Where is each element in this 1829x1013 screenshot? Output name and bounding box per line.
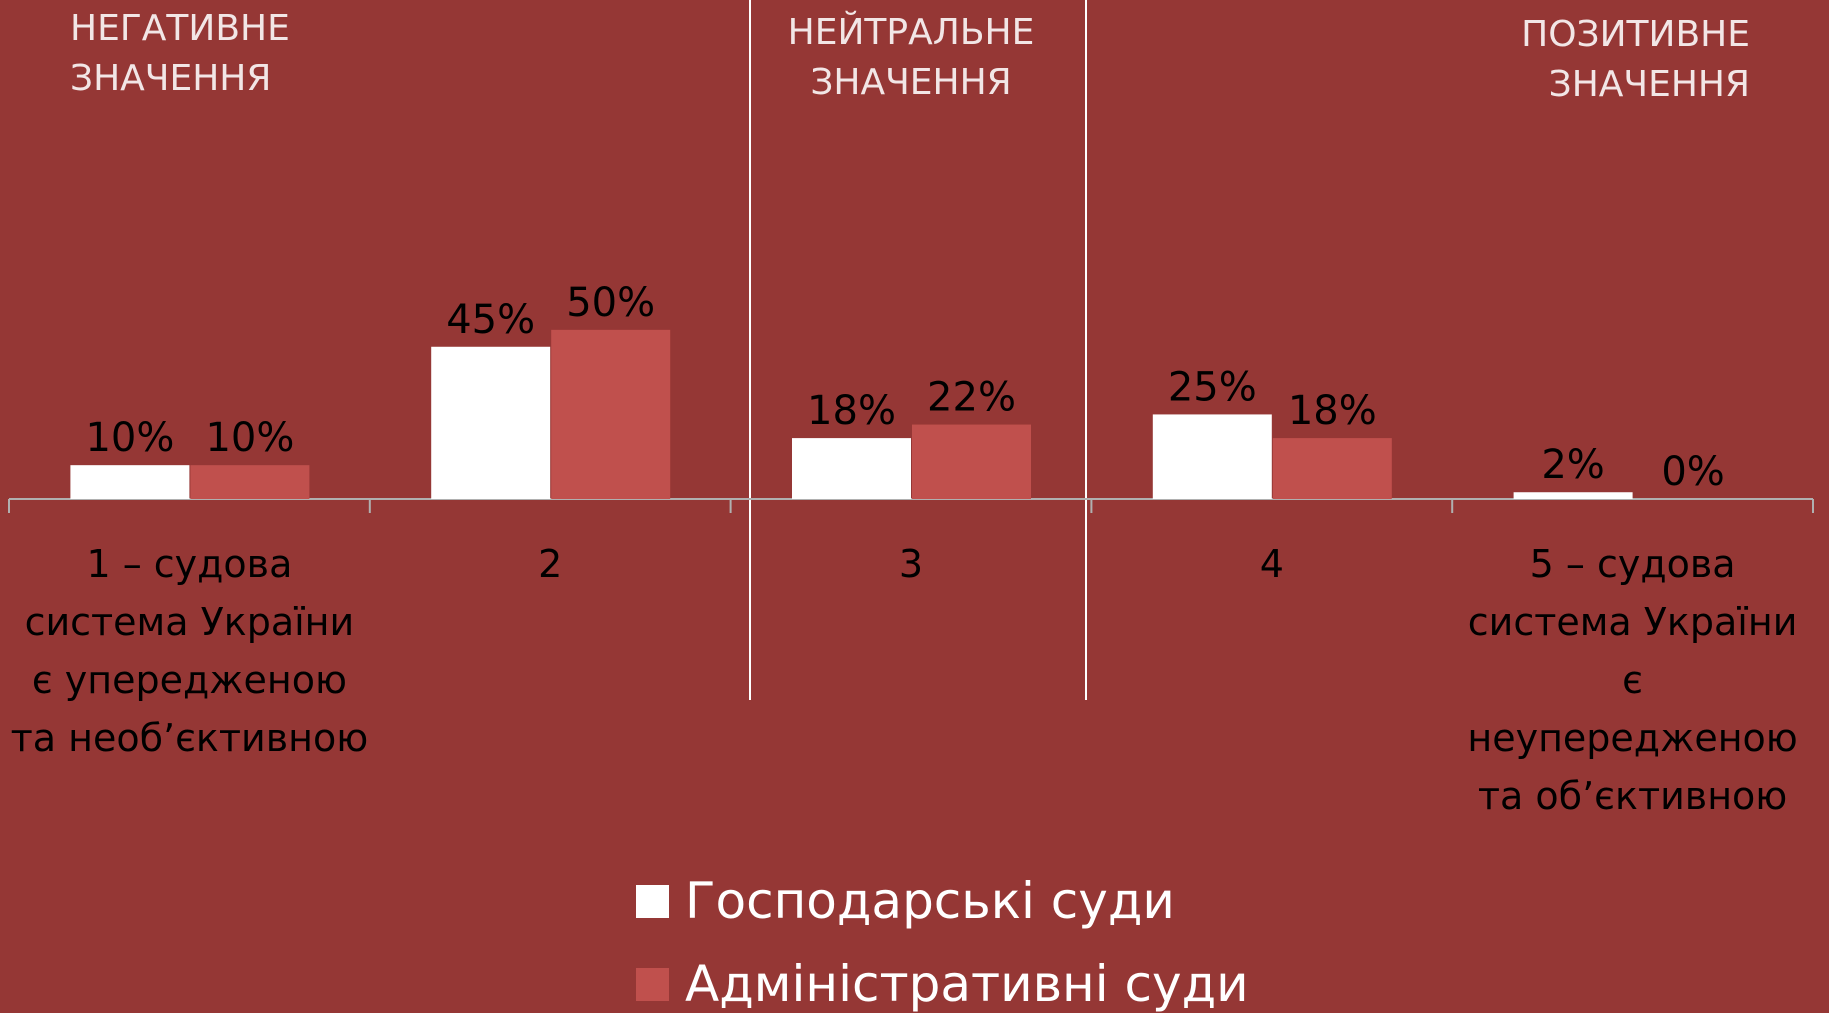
legend-item: Господарські суди [636,872,1175,930]
bar [792,438,911,499]
annotation: НЕГАТИВНЕ ЗНАЧЕННЯ [70,8,290,99]
annotation: НЕЙТРАЛЬНЕ ЗНАЧЕННЯ [787,12,1035,103]
bar [551,329,671,499]
data-label: 22% [927,375,1016,421]
legend-label: Адміністративні суди [685,955,1249,1013]
bar [912,424,1031,499]
x-tick-label: 4 [1259,542,1284,586]
bar [1513,492,1633,499]
bar [1152,414,1272,499]
x-tick-label: 1 – судова система України є упередженою… [10,542,369,760]
x-tick-label: 5 – судова система України є неупереджен… [1467,542,1798,818]
annotation: ПОЗИТИВНЕ ЗНАЧЕННЯ [1521,14,1750,105]
data-label: 50% [566,280,655,326]
bar [190,465,310,499]
bar [1272,438,1392,499]
data-label: 25% [1168,364,1257,410]
data-label: 18% [1288,388,1377,434]
data-label: 10% [85,415,174,461]
data-label: 45% [446,297,535,343]
legend-swatch [636,884,669,918]
bar [431,346,551,499]
legend-swatch [636,967,669,1001]
bar [70,465,190,499]
data-label: 18% [807,388,896,434]
data-label: 2% [1541,442,1604,488]
legend-label: Господарські суди [685,872,1175,930]
legend-item: Адміністративні суди [636,955,1249,1013]
data-label: 0% [1661,449,1724,495]
x-tick-label: 2 [538,542,563,586]
data-label: 10% [205,415,294,461]
x-tick-label: 3 [898,542,924,586]
